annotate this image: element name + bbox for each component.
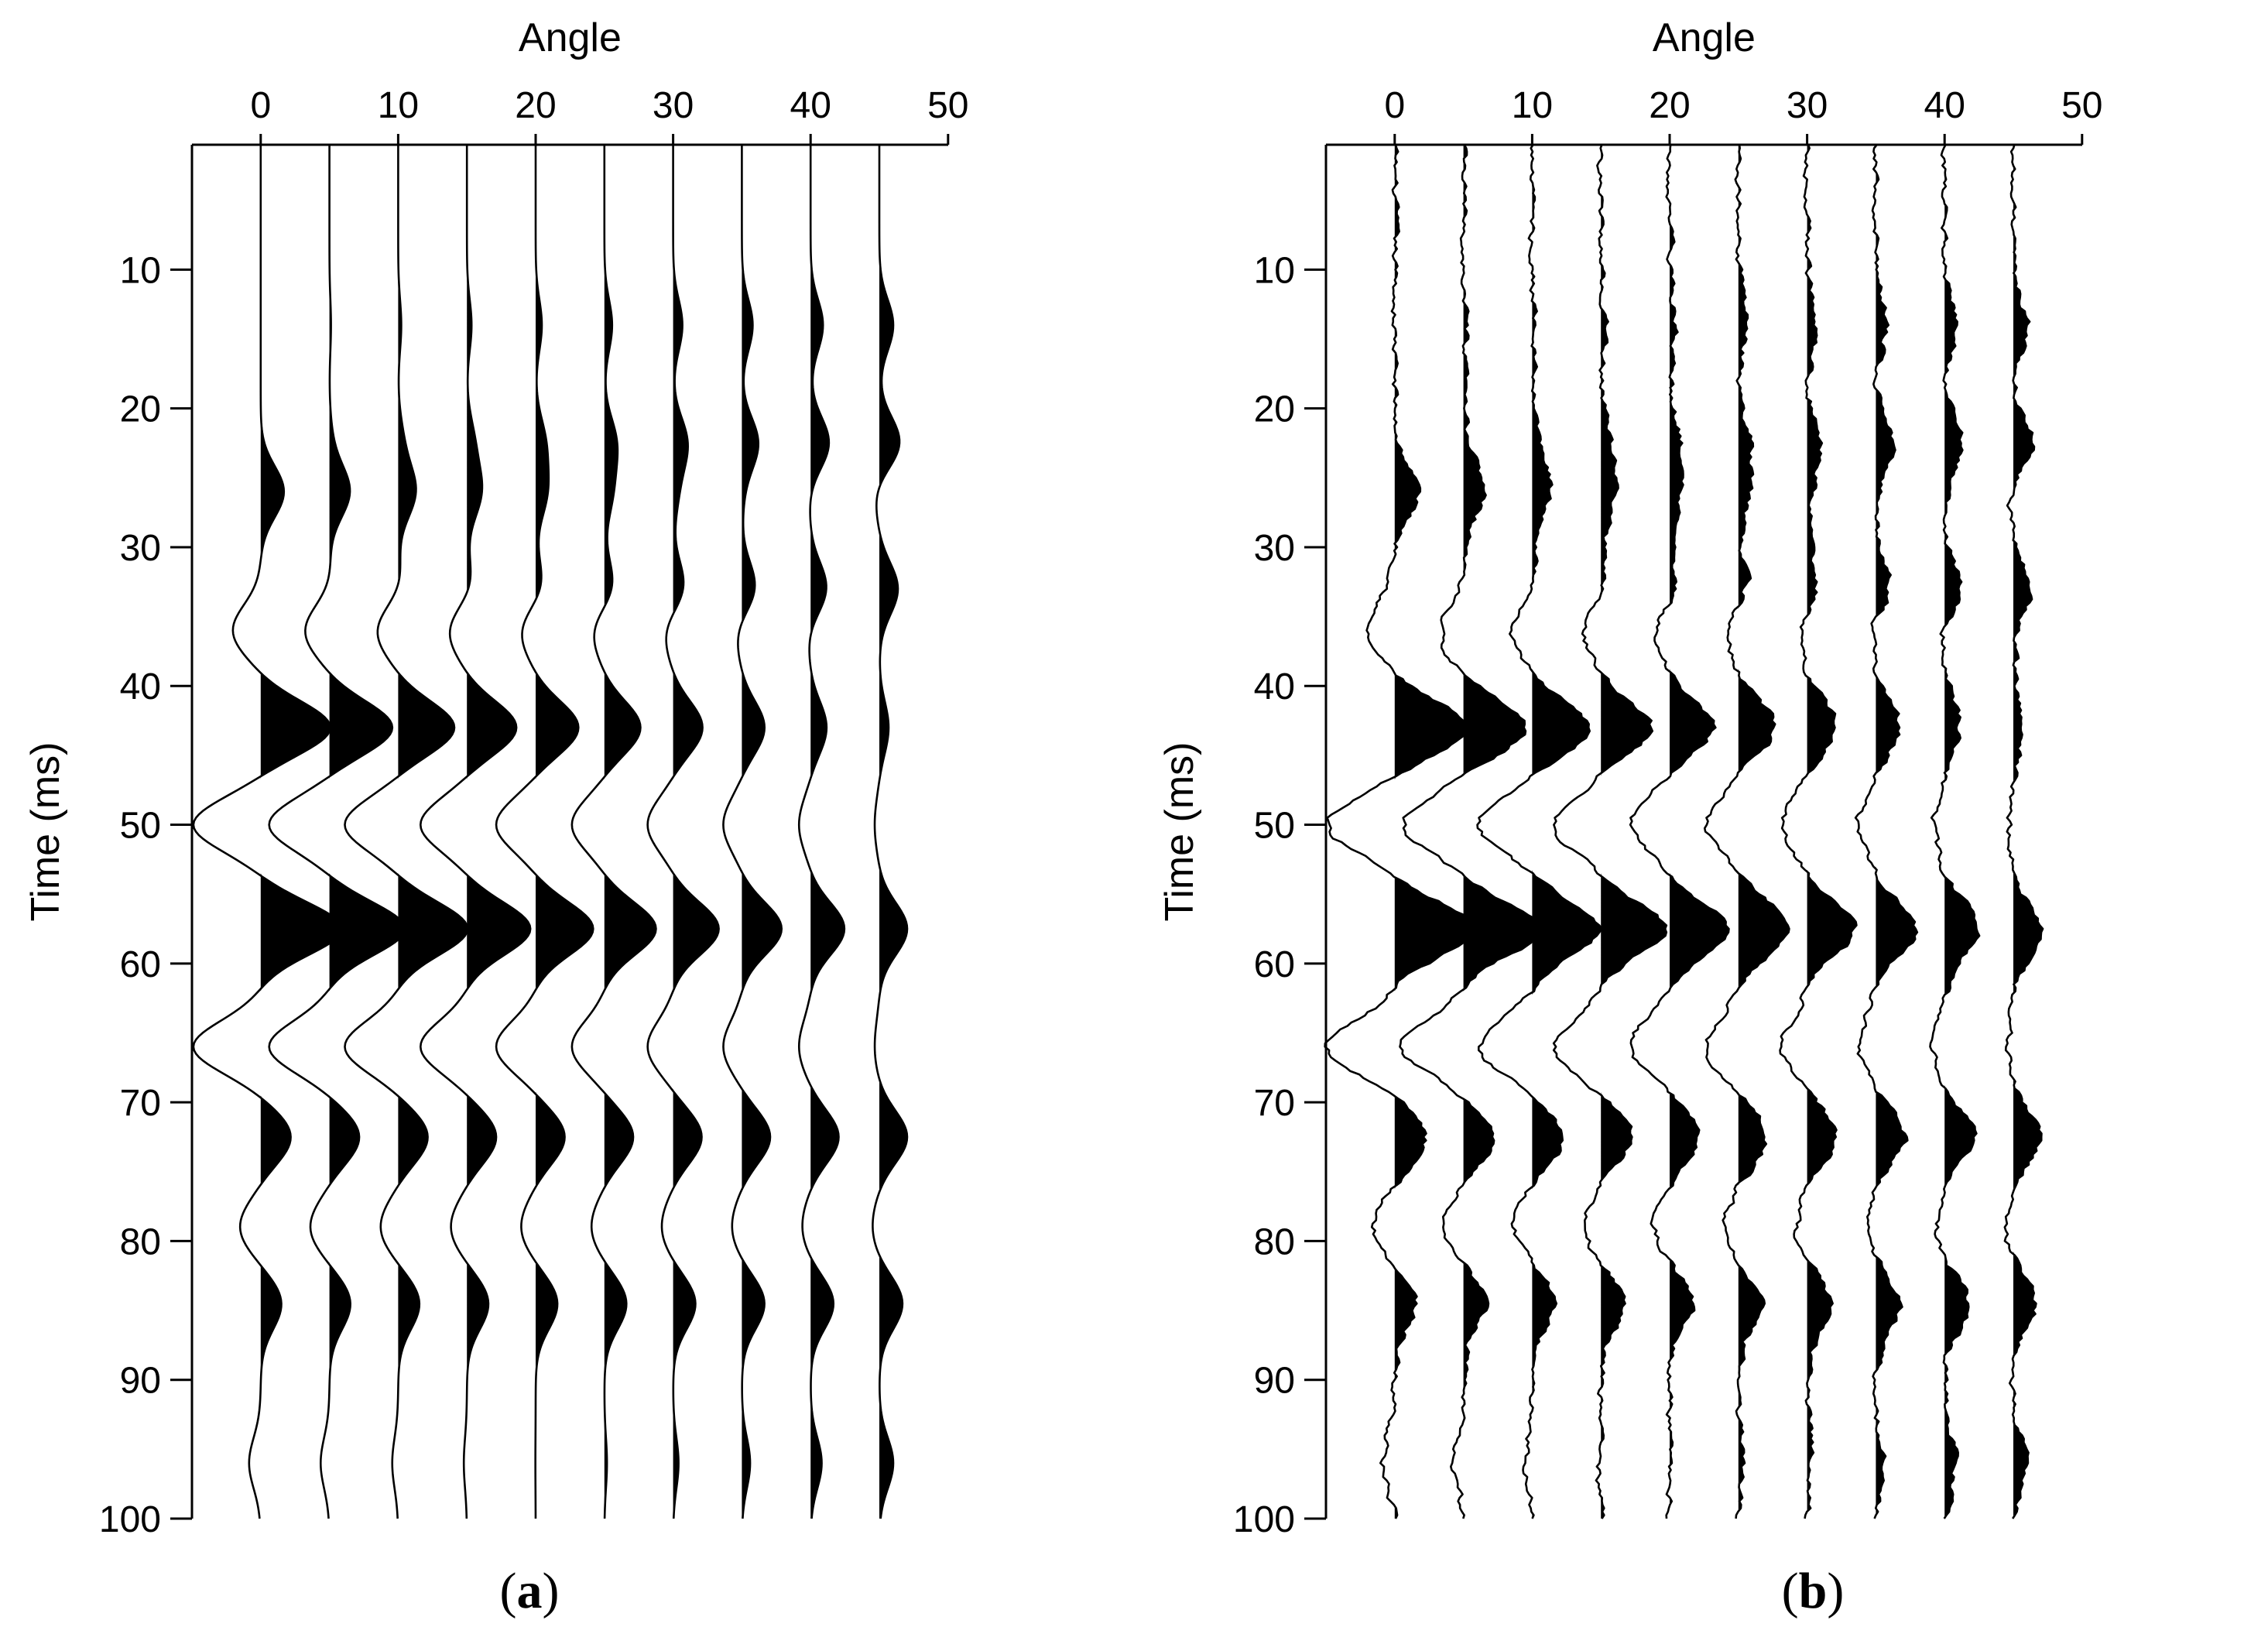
y-tick-label: 10	[1254, 250, 1295, 291]
y-tick-label: 70	[120, 1083, 161, 1124]
trace-wiggle	[1929, 144, 1981, 1519]
y-tick-label: 50	[120, 806, 161, 847]
y-tick-label: 40	[1254, 666, 1295, 707]
y-tick-label: 60	[1254, 944, 1295, 985]
x-tick-label: 30	[653, 85, 694, 126]
chart-panel-b: 0 10 20 30 40 50 Angle 10 20 30 40 50 60 70 80 90 100 Tim…	[1157, 15, 2102, 1540]
trace-wiggle	[1552, 144, 1668, 1519]
y-axis-label: Time (ms)	[1157, 742, 1202, 921]
y-tick-label: 30	[120, 528, 161, 569]
trace-wiggle	[419, 145, 532, 1519]
trace-wiggle	[797, 145, 846, 1519]
x-axis-label: Angle	[1653, 15, 1756, 60]
y-axis-label: Time (ms)	[23, 742, 68, 921]
y-tick-label: 90	[120, 1361, 161, 1402]
x-tick-label: 50	[2061, 85, 2102, 126]
trace-wiggle	[344, 145, 469, 1519]
trace-fill	[329, 145, 405, 1519]
x-axis-label: Angle	[519, 15, 622, 60]
trace-fill	[536, 145, 594, 1519]
trace-wiggle	[1476, 144, 1603, 1519]
trace-fill	[879, 145, 907, 1519]
x-tick-label: 0	[250, 85, 271, 126]
trace-wiggle	[1703, 144, 1790, 1519]
trace-fill	[1807, 145, 1857, 1519]
y-tick-label: 60	[120, 944, 161, 985]
trace-wiggle	[192, 145, 344, 1519]
trace-wiggle	[2003, 144, 2044, 1519]
y-tick-label: 100	[1233, 1499, 1295, 1540]
x-tick-label: 20	[1649, 85, 1690, 126]
x-tick-label: 10	[378, 85, 419, 126]
trace-fill	[1944, 145, 1980, 1519]
trace-wiggle	[646, 145, 720, 1519]
trace-fill	[1463, 145, 1538, 1519]
caption-paren-close: )	[542, 1563, 560, 1619]
trace-wiggle	[1324, 144, 1477, 1519]
trace-wiggle	[872, 145, 909, 1519]
panel-caption-b: (b)	[1782, 1562, 1845, 1621]
y-tick-label: 40	[120, 666, 161, 707]
caption-letter: a	[516, 1563, 543, 1619]
trace-fill	[673, 145, 719, 1519]
y-tick-label: 20	[120, 389, 161, 430]
y-tick-label: 80	[120, 1221, 161, 1262]
y-tick-label: 100	[99, 1499, 161, 1540]
caption-paren-open: (	[1781, 1563, 1799, 1619]
x-tick-label: 40	[1924, 85, 1965, 126]
caption-paren-open: (	[499, 1563, 517, 1619]
x-tick-label: 20	[515, 85, 556, 126]
y-tick-label: 30	[1254, 528, 1295, 569]
panel-caption-a: (a)	[500, 1562, 560, 1621]
trace-wiggle	[1399, 144, 1539, 1519]
trace-fill	[1738, 145, 1790, 1519]
trace-wiggle	[1779, 144, 1858, 1519]
trace-fill	[2013, 145, 2044, 1519]
caption-letter: b	[1798, 1563, 1828, 1619]
trace-fill	[1532, 145, 1602, 1519]
y-tick-label: 20	[1254, 389, 1295, 430]
trace-fill	[1394, 145, 1476, 1519]
trace-wiggle	[722, 145, 783, 1519]
trace-wiggle	[268, 145, 406, 1519]
x-tick-label: 10	[1512, 85, 1553, 126]
trace-fill	[1670, 145, 1729, 1519]
trace-fill	[260, 145, 342, 1519]
trace-wiggle	[1854, 144, 1919, 1519]
x-tick-label: 0	[1384, 85, 1405, 126]
trace-wiggle	[570, 145, 657, 1519]
caption-paren-close: )	[1827, 1563, 1845, 1619]
y-tick-label: 90	[1254, 1361, 1295, 1402]
y-tick-label: 80	[1254, 1221, 1295, 1262]
chart-panel-a: 0 10 20 30 40 50 Angle 10 20 30 40 50 60 70 80 90 100 Tim…	[23, 15, 968, 1540]
x-tick-label: 50	[927, 85, 968, 126]
x-tick-label: 40	[790, 85, 831, 126]
trace-wiggle	[1629, 144, 1730, 1519]
y-tick-label: 50	[1254, 806, 1295, 847]
trace-fill	[810, 145, 845, 1519]
y-tick-label: 10	[120, 250, 161, 291]
x-tick-label: 30	[1787, 85, 1828, 126]
trace-wiggle	[495, 145, 594, 1519]
trace-fill	[398, 145, 468, 1519]
y-tick-label: 70	[1254, 1083, 1295, 1124]
